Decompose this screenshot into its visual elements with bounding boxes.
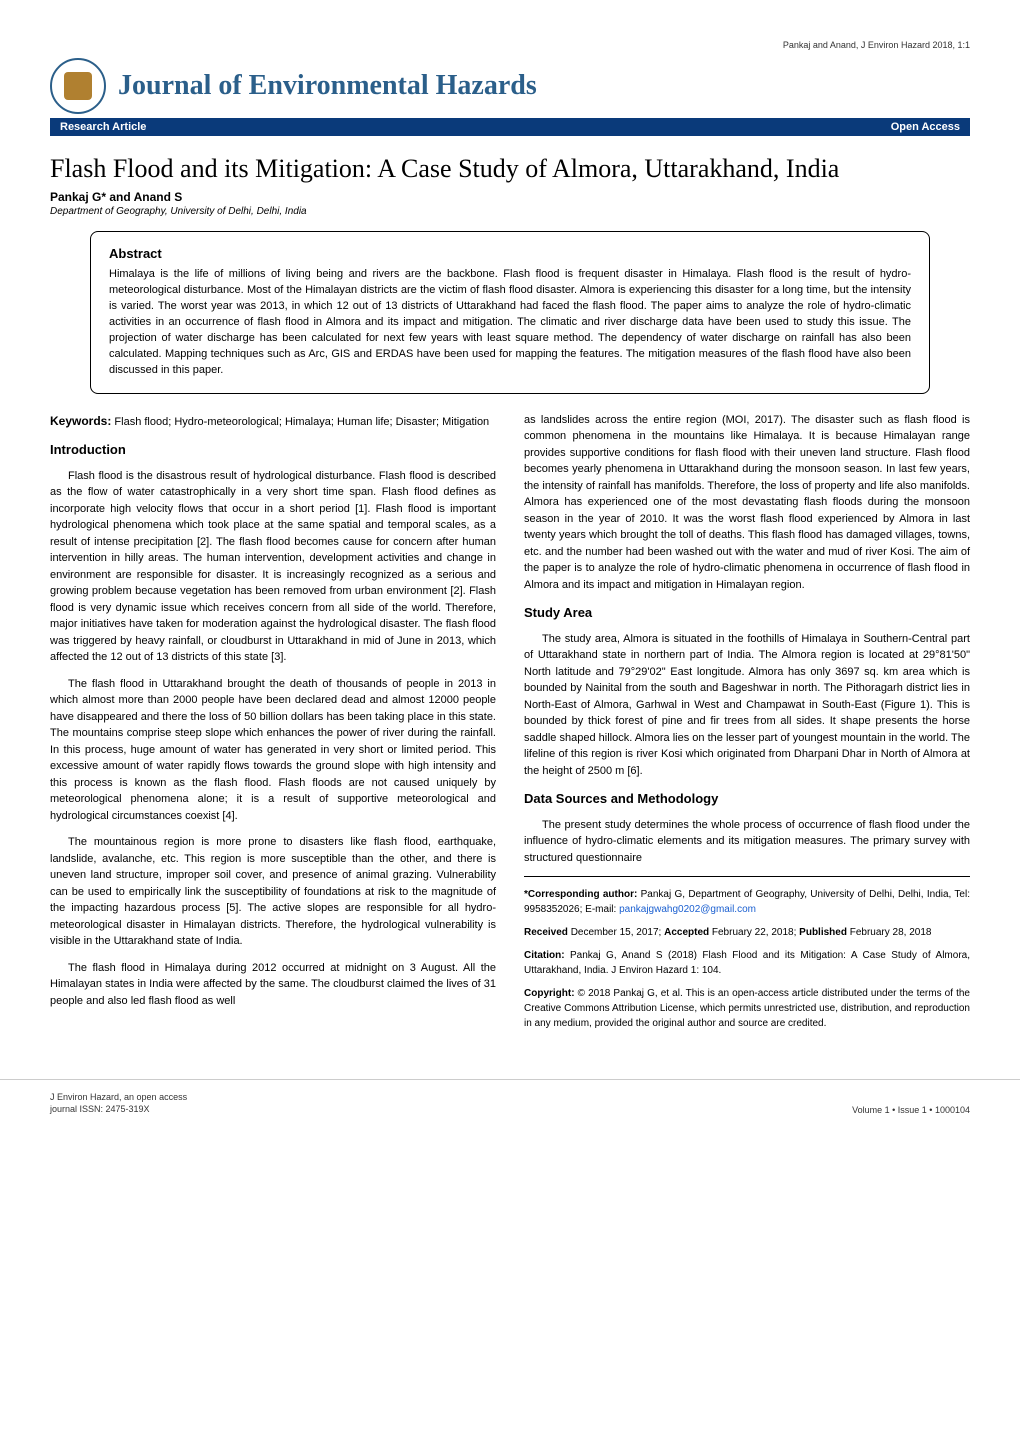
citation-text: Pankaj G, Anand S (2018) Flash Flood and…: [524, 950, 970, 976]
citation-block: Citation: Pankaj G, Anand S (2018) Flash…: [524, 948, 970, 978]
journal-header: Journal of Environmental Hazards: [50, 58, 970, 114]
abstract-heading: Abstract: [109, 246, 911, 261]
copyright-text: © 2018 Pankaj G, et al. This is an open-…: [524, 988, 970, 1029]
corresponding-email-link[interactable]: pankajgwahg0202@gmail.com: [619, 904, 756, 915]
article-dates: Received December 15, 2017; Accepted Feb…: [524, 925, 970, 940]
received-value: December 15, 2017;: [568, 927, 664, 938]
methodology-body: The present study determines the whole p…: [524, 817, 970, 867]
authors: Pankaj G* and Anand S: [50, 190, 970, 204]
journal-logo-icon: [50, 58, 106, 114]
published-label: Published: [799, 927, 847, 938]
copyright-block: Copyright: © 2018 Pankaj G, et al. This …: [524, 986, 970, 1031]
banner-left: Research Article: [60, 121, 146, 133]
banner-right: Open Access: [891, 121, 960, 133]
methodology-heading: Data Sources and Methodology: [524, 789, 970, 809]
study-area-body: The study area, Almora is situated in th…: [524, 631, 970, 780]
keywords-line: Keywords: Flash flood; Hydro-meteorologi…: [50, 412, 496, 431]
footer-left: J Environ Hazard, an open access journal…: [50, 1092, 187, 1115]
column-right: as landslides across the entire region (…: [524, 412, 970, 1040]
column-left: Keywords: Flash flood; Hydro-meteorologi…: [50, 412, 496, 1040]
page-container: Pankaj and Anand, J Environ Hazard 2018,…: [0, 0, 1020, 1079]
corresponding-label: *Corresponding author:: [524, 889, 637, 900]
abstract-body: Himalaya is the life of millions of livi…: [109, 267, 911, 379]
affiliation: Department of Geography, University of D…: [50, 206, 970, 217]
logo-inner-icon: [64, 72, 92, 100]
keywords-label: Keywords:: [50, 414, 111, 428]
intro-paragraph-4: The flash flood in Himalaya during 2012 …: [50, 960, 496, 1010]
page-footer: J Environ Hazard, an open access journal…: [0, 1079, 1020, 1135]
accepted-label: Accepted: [664, 927, 709, 938]
footer-right: Volume 1 • Issue 1 • 1000104: [852, 1105, 970, 1115]
copyright-label: Copyright:: [524, 988, 575, 999]
running-head: Pankaj and Anand, J Environ Hazard 2018,…: [50, 40, 970, 50]
introduction-heading: Introduction: [50, 440, 496, 460]
study-area-heading: Study Area: [524, 603, 970, 623]
article-type-banner: Research Article Open Access: [50, 118, 970, 136]
published-value: February 28, 2018: [847, 927, 932, 938]
accepted-value: February 22, 2018;: [709, 927, 799, 938]
footer-left-line1: J Environ Hazard, an open access: [50, 1092, 187, 1104]
intro-paragraph-1: Flash flood is the disastrous result of …: [50, 468, 496, 666]
abstract-box: Abstract Himalaya is the life of million…: [90, 231, 930, 394]
keywords-text: Flash flood; Hydro-meteorological; Himal…: [111, 416, 489, 428]
intro-paragraph-2: The flash flood in Uttarakhand brought t…: [50, 676, 496, 825]
citation-label: Citation:: [524, 950, 565, 961]
info-separator: [524, 876, 970, 877]
intro-continuation: as landslides across the entire region (…: [524, 412, 970, 594]
corresponding-author: *Corresponding author: Pankaj G, Departm…: [524, 887, 970, 917]
journal-title: Journal of Environmental Hazards: [118, 70, 537, 102]
intro-paragraph-3: The mountainous region is more prone to …: [50, 834, 496, 950]
article-title: Flash Flood and its Mitigation: A Case S…: [50, 154, 970, 184]
received-label: Received: [524, 927, 568, 938]
footer-left-line2: journal ISSN: 2475-319X: [50, 1104, 187, 1116]
two-column-body: Keywords: Flash flood; Hydro-meteorologi…: [50, 412, 970, 1040]
